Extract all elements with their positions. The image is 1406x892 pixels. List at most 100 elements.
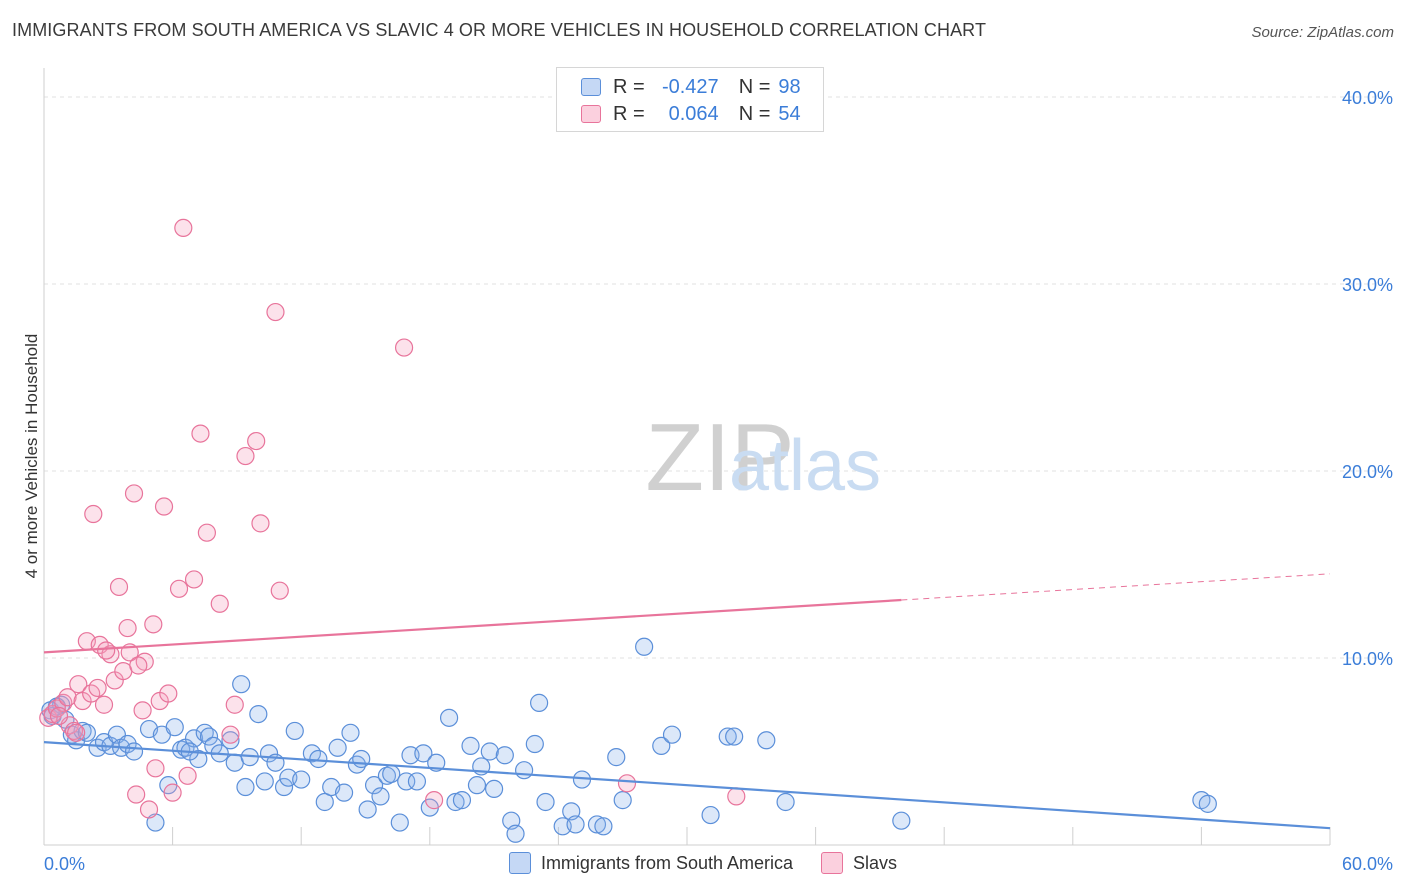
trend-line — [43, 741, 1331, 830]
data-point — [88, 678, 107, 698]
data-point — [197, 523, 216, 542]
data-point — [382, 764, 401, 784]
data-point — [662, 725, 682, 744]
data-point — [159, 684, 178, 703]
data-point — [174, 218, 193, 237]
data-point — [892, 811, 911, 830]
data-point — [328, 738, 347, 757]
data-point — [67, 723, 86, 742]
watermark-zip: ZIP — [645, 404, 794, 511]
data-point — [727, 787, 746, 806]
data-point — [251, 514, 270, 533]
legend-label: Slavs — [853, 852, 898, 873]
chart-title: IMMIGRANTS FROM SOUTH AMERICA VS SLAVIC … — [12, 20, 987, 40]
data-point — [266, 302, 285, 322]
data-point — [199, 727, 219, 746]
data-point — [594, 817, 613, 836]
r-value: 0.064 — [668, 102, 719, 125]
data-point — [236, 777, 255, 797]
source-label: Source: ZipAtlas.com — [1251, 24, 1394, 41]
correlation-legend: R = -0.427 N = 98 R = 0.064 N = 54 — [556, 67, 824, 132]
data-point — [1198, 794, 1217, 813]
legend-label: Immigrants from South America — [540, 852, 794, 873]
data-point — [461, 736, 480, 755]
data-point — [249, 704, 268, 724]
data-point — [607, 748, 626, 767]
data-point — [49, 706, 69, 726]
data-point — [163, 783, 182, 802]
data-point — [169, 579, 189, 598]
data-point — [232, 675, 251, 694]
data-point — [184, 570, 204, 589]
data-point — [139, 800, 159, 819]
data-point — [446, 792, 465, 812]
legend-item-slavs[interactable]: Slavs — [821, 852, 897, 874]
data-point — [467, 776, 487, 795]
data-point — [124, 742, 144, 761]
data-point — [617, 774, 637, 793]
y-tick-label: 20.0% — [1342, 462, 1393, 482]
data-point — [341, 723, 360, 742]
data-point — [154, 497, 174, 516]
y-tick-label: 10.0% — [1342, 649, 1393, 669]
x-tick-label: 60.0% — [1342, 854, 1393, 874]
data-point — [525, 734, 544, 754]
data-point — [480, 742, 499, 761]
data-point — [635, 637, 654, 656]
data-point — [97, 641, 116, 660]
n-value: 98 — [778, 75, 801, 98]
data-point — [718, 727, 737, 746]
legend-swatch-blue — [508, 852, 531, 874]
data-point — [390, 813, 409, 832]
watermark-atlas: atlas — [729, 426, 881, 506]
data-point — [178, 766, 197, 785]
data-point — [225, 695, 244, 714]
data-point — [424, 791, 444, 810]
data-point — [94, 695, 114, 714]
data-point — [587, 815, 607, 834]
data-point — [652, 736, 671, 755]
data-point — [109, 577, 129, 597]
data-point — [334, 783, 354, 802]
data-point — [129, 656, 148, 675]
legend-item-immigrants[interactable]: Immigrants from South America — [508, 852, 794, 874]
data-point — [285, 721, 304, 741]
series-immigrants-points — [41, 637, 1217, 843]
tick-labels: 10.0% 20.0% 30.0% 40.0% 0.0% 60.0% — [44, 88, 1393, 874]
x-tick-label: 0.0% — [44, 854, 85, 874]
data-point — [146, 759, 165, 778]
data-point — [397, 772, 416, 791]
data-point — [118, 618, 137, 638]
data-point — [394, 338, 414, 357]
n-label: N = — [738, 102, 771, 125]
r-value: -0.427 — [661, 75, 719, 98]
data-point — [506, 824, 525, 843]
data-point — [757, 731, 776, 750]
data-point — [701, 805, 720, 825]
data-point — [725, 727, 744, 746]
data-point — [530, 693, 549, 712]
r-label: R = — [613, 75, 645, 98]
data-point — [371, 787, 390, 806]
data-point — [566, 815, 585, 834]
data-point — [352, 749, 371, 769]
legend-swatch-blue — [581, 78, 601, 96]
data-point — [236, 446, 255, 466]
r-label: R = — [613, 102, 645, 125]
data-point — [165, 718, 184, 737]
data-point — [292, 770, 311, 789]
data-point — [536, 792, 555, 812]
data-point — [84, 504, 103, 524]
y-tick-label: 40.0% — [1342, 88, 1393, 108]
data-point — [364, 776, 384, 795]
data-point — [221, 725, 240, 744]
trend-lines — [43, 573, 1331, 830]
data-point — [485, 779, 504, 799]
series-slavs-points — [39, 218, 746, 819]
data-point — [452, 791, 472, 810]
data-point — [247, 431, 266, 451]
legend-row-immigrants: R = -0.427 N = 98 — [581, 76, 801, 98]
data-point — [315, 792, 334, 812]
data-point — [776, 792, 795, 812]
